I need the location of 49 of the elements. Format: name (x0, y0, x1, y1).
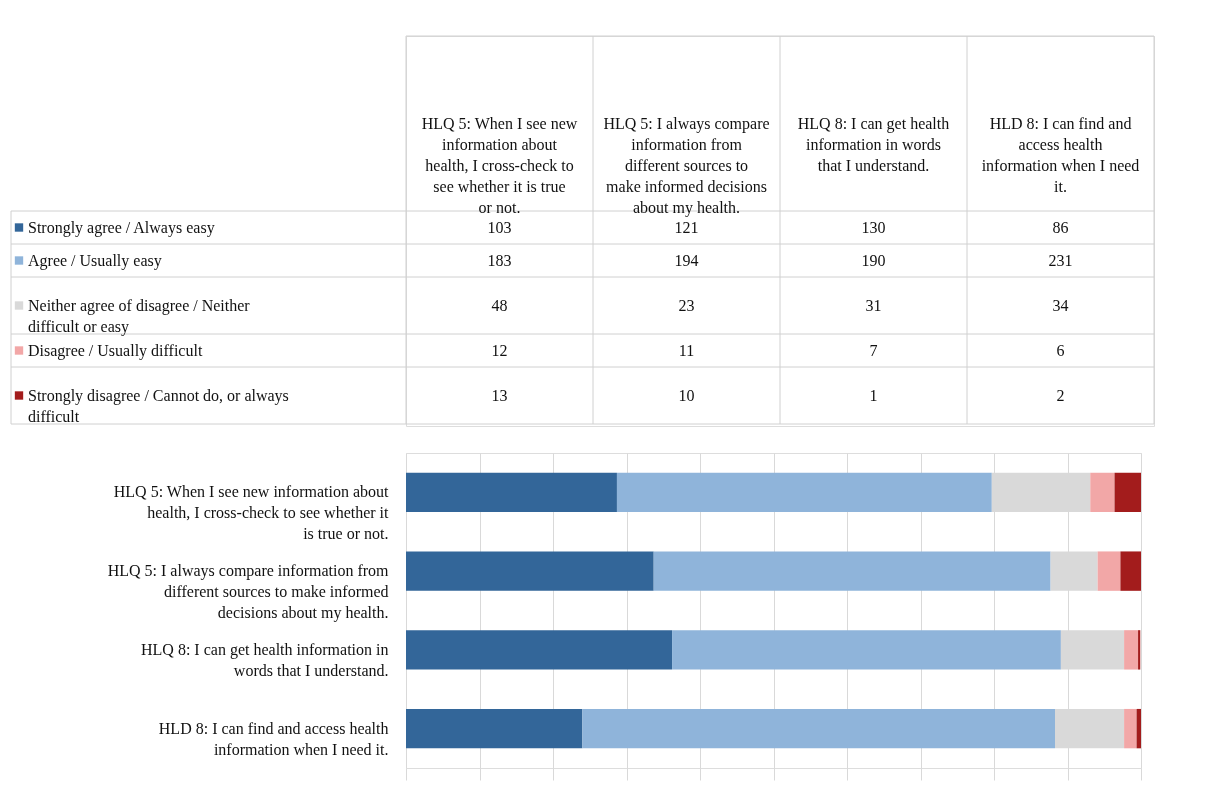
data-label: 1 (869, 386, 878, 404)
y-tick-label: HLD 8: I can find and access health information when I need it. (158, 719, 389, 758)
bar (616, 472, 992, 513)
bar (1136, 708, 1141, 749)
bar (406, 472, 617, 513)
data-label: 10 (678, 386, 695, 404)
bar (406, 630, 673, 670)
bar (406, 551, 654, 591)
data-label: 86 (1052, 218, 1069, 236)
legend-label: Strongly disagree / Cannot do, or always difficult (28, 386, 289, 425)
y-tick-label: HLQ 5: When I see new information about health, I cross-check to see whether it is true or not. (113, 483, 390, 543)
y-tick-label: HLQ 8: I can get health information in words that I understand. (141, 640, 389, 679)
data-label: 103 (487, 218, 512, 236)
data-label: 231 (1048, 251, 1073, 269)
category-label: HLQ 5: When I see new information about health, I cross-check to see whether it is true or not. (421, 115, 578, 216)
bar (406, 708, 583, 749)
data-label: 190 (861, 251, 886, 269)
data-label: 130 (861, 218, 886, 236)
data-label: 11 (678, 341, 695, 359)
bar (653, 551, 1051, 591)
legend-label: Neither agree of disagree / Neither difficult or easy (28, 296, 251, 336)
bar (582, 708, 1056, 749)
data-label: 7 (869, 341, 878, 359)
data-label: 183 (487, 251, 512, 269)
data-label: 12 (491, 341, 508, 359)
data-label: 13 (491, 386, 508, 404)
legend-label: Disagree / Usually difficult (28, 341, 203, 360)
legend-label: Agree / Usually easy (28, 251, 162, 270)
bar (1097, 551, 1121, 591)
data-label: 194 (674, 251, 699, 269)
bar (1120, 551, 1141, 591)
category-label: HLD 8: I can find and access health information when I need it. (981, 115, 1140, 195)
data-label: 48 (491, 296, 508, 314)
bar (1114, 472, 1141, 513)
data-label: 121 (674, 218, 699, 236)
bar (1124, 630, 1139, 670)
data-label: 34 (1052, 296, 1069, 314)
category-label: HLQ 5: I always compare information from different sources to make informed decisions about my health. (603, 115, 770, 217)
data-label: 23 (678, 296, 695, 314)
bar (1138, 630, 1141, 670)
bar (1090, 472, 1115, 513)
data-label: 2 (1056, 386, 1065, 404)
data-label: 31 (865, 296, 882, 314)
legend-label: Strongly agree / Always easy (28, 218, 215, 237)
bar (672, 630, 1061, 670)
data-label: 6 (1056, 341, 1065, 359)
bar (1124, 708, 1137, 749)
category-label: HLQ 8: I can get health information in words that I understand. (797, 115, 950, 174)
y-tick-label: HLQ 5: I always compare information from different sources to make informed decisions about my health. (107, 562, 390, 623)
